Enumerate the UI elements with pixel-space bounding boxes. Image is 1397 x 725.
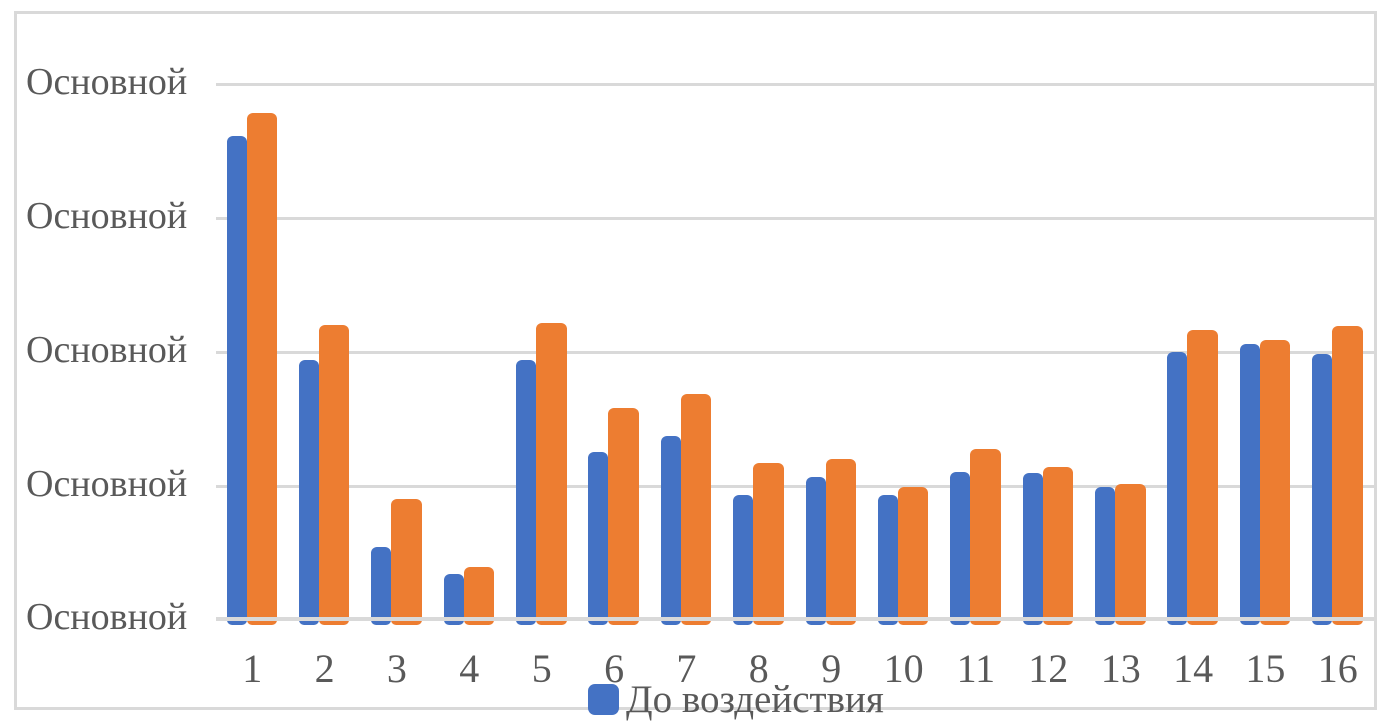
x-tick-label-10: 10 (883, 646, 924, 691)
bar-series2-cat9[interactable] (825, 458, 856, 625)
bar-series1-cat15[interactable] (1239, 343, 1260, 625)
bar-series1-cat14[interactable] (1167, 351, 1188, 625)
x-tick-label-1: 1 (242, 646, 263, 691)
x-tick-label-12: 12 (1028, 646, 1069, 691)
x-tick-label-4: 4 (459, 646, 480, 691)
bar-series1-cat3[interactable] (371, 546, 392, 625)
x-tick-label-15: 15 (1245, 646, 1286, 691)
x-tick-label-2: 2 (314, 646, 335, 691)
bar-series2-cat14[interactable] (1187, 330, 1218, 625)
y-tick-label-1: Основной (26, 195, 188, 238)
bar-series2-cat12[interactable] (1042, 466, 1074, 625)
x-tick-label-11: 11 (956, 646, 996, 691)
legend-swatch-series1[interactable] (588, 684, 619, 715)
x-tick-label-14: 14 (1173, 646, 1214, 691)
bar-series2-cat16[interactable] (1332, 326, 1363, 625)
bar-series1-cat8[interactable] (733, 494, 754, 625)
bar-series1-cat11[interactable] (950, 471, 971, 625)
bar-series1-cat12[interactable] (1022, 473, 1043, 625)
bar-series1-cat2[interactable] (298, 359, 319, 625)
bar-series1-cat6[interactable] (588, 451, 609, 625)
bar-series2-cat8[interactable] (753, 462, 784, 625)
x-tick-label-7: 7 (676, 646, 697, 691)
y-tick-label-3: Основной (26, 463, 188, 506)
bar-series2-cat4[interactable] (463, 566, 495, 625)
bar-series2-cat2[interactable] (318, 324, 350, 626)
bar-series1-cat13[interactable] (1095, 486, 1115, 625)
bar-series1-cat9[interactable] (805, 477, 826, 625)
bar-series2-cat11[interactable] (970, 449, 1001, 625)
bar-series1-cat5[interactable] (516, 359, 536, 625)
bar-series1-cat16[interactable] (1312, 354, 1333, 625)
gridline-0 (216, 83, 1374, 86)
legend: До воздействия (588, 680, 884, 719)
bar-series2-cat15[interactable] (1259, 339, 1291, 625)
bar-series2-cat13[interactable] (1115, 483, 1146, 625)
gridline-2 (216, 351, 1374, 354)
y-tick-label-4: Основной (26, 596, 188, 639)
y-tick-label-0: Основной (26, 61, 188, 104)
gridline-3 (216, 485, 1374, 488)
legend-label-series1[interactable]: До воздействия (626, 678, 884, 721)
bar-series2-cat7[interactable] (680, 394, 712, 625)
bar-series2-cat3[interactable] (391, 498, 422, 625)
bar-series2-cat1[interactable] (246, 113, 277, 625)
x-axis-line (216, 617, 1374, 621)
bar-series2-cat10[interactable] (897, 486, 929, 625)
x-tick-label-6: 6 (604, 646, 625, 691)
x-tick-label-3: 3 (386, 646, 407, 691)
x-tick-label-5: 5 (531, 646, 552, 691)
bar-series1-cat1[interactable] (226, 136, 247, 625)
bar-series1-cat4[interactable] (443, 573, 464, 625)
x-tick-label-9: 9 (821, 646, 842, 691)
bar-series1-cat7[interactable] (660, 435, 681, 625)
bar-series2-cat5[interactable] (536, 323, 567, 625)
gridline-1 (216, 217, 1374, 220)
x-tick-label-16: 16 (1317, 646, 1358, 691)
bar-series1-cat10[interactable] (877, 494, 898, 625)
x-tick-label-13: 13 (1100, 646, 1141, 691)
y-tick-label-2: Основной (26, 329, 188, 372)
bar-series2-cat6[interactable] (608, 407, 639, 625)
x-tick-label-8: 8 (748, 646, 769, 691)
